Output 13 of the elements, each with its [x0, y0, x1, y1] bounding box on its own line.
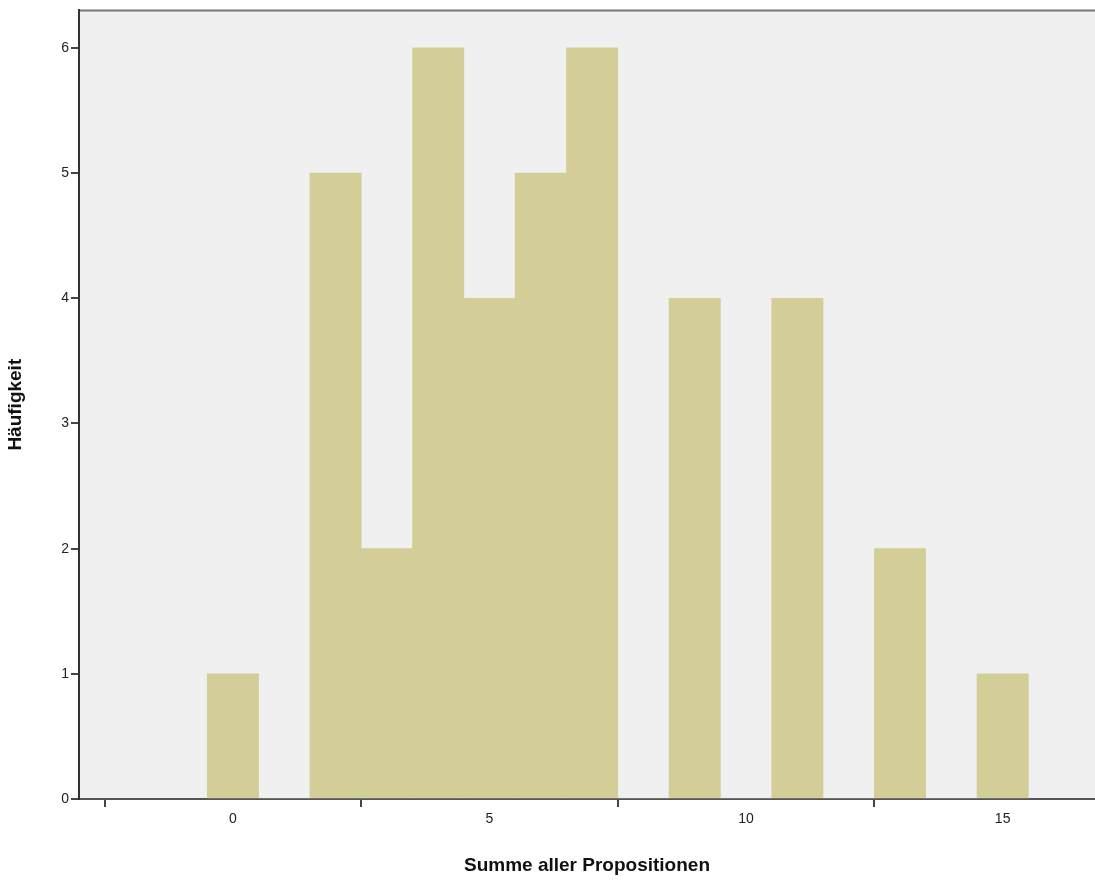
x-axis-title: Summe aller Propositionen [464, 853, 710, 875]
y-tick-label: 0 [61, 789, 70, 806]
x-tick-label: 10 [738, 810, 755, 827]
y-tick-label: 4 [61, 289, 70, 306]
y-tick-label: 2 [61, 539, 70, 556]
y-tick-label: 5 [61, 163, 70, 180]
x-tick-label: 5 [485, 810, 494, 827]
y-tick-label: 1 [61, 664, 70, 681]
y-tick-label: 3 [61, 414, 70, 431]
y-axis-title: Häufigkeit [3, 358, 25, 451]
x-tick-label: 15 [994, 810, 1011, 827]
x-tick-label: 0 [229, 810, 238, 827]
y-tick-label: 6 [61, 38, 70, 55]
